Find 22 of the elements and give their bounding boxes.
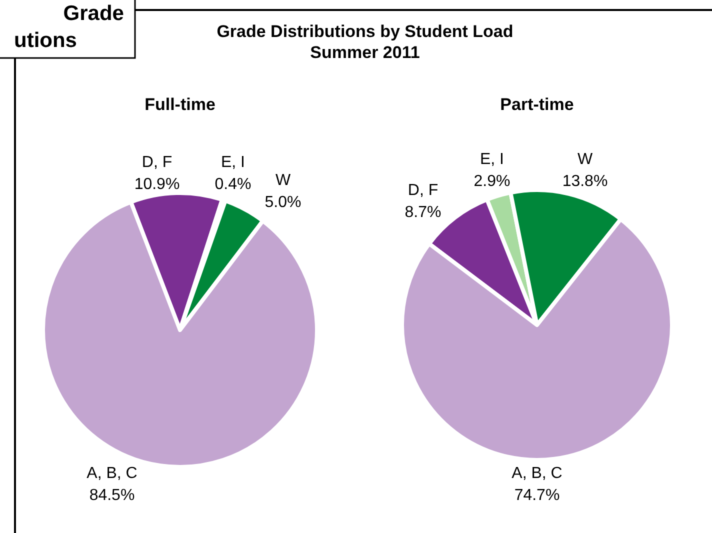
- text: Grade: [63, 2, 124, 25]
- data-label: 74.7%: [514, 487, 560, 504]
- chart-title: Part-time: [500, 95, 574, 114]
- slice-label: A, B, C: [86, 465, 138, 482]
- data-label: 5.0%: [264, 194, 302, 211]
- data-label: 2.9%: [474, 173, 510, 190]
- slice-label: W: [275, 172, 292, 189]
- text: utions: [14, 29, 77, 52]
- data-label: 84.5%: [89, 487, 135, 504]
- data-label: 13.8%: [562, 173, 608, 190]
- data-label: 8.7%: [404, 204, 442, 221]
- slice-label: A, B, C: [512, 465, 562, 482]
- slice-label: E, I: [480, 151, 504, 168]
- slice-label: D, F: [142, 154, 172, 171]
- text: Grade Distributions by Student Load: [216, 22, 514, 41]
- data-label: 0.4%: [214, 176, 252, 193]
- text: Summer 2011: [310, 43, 420, 62]
- slice-label: D, F: [408, 182, 438, 199]
- data-label: 10.9%: [134, 176, 180, 193]
- chart-title: Full-time: [144, 95, 216, 114]
- slice-label: E, I: [220, 154, 246, 171]
- slice-label: W: [577, 151, 594, 168]
